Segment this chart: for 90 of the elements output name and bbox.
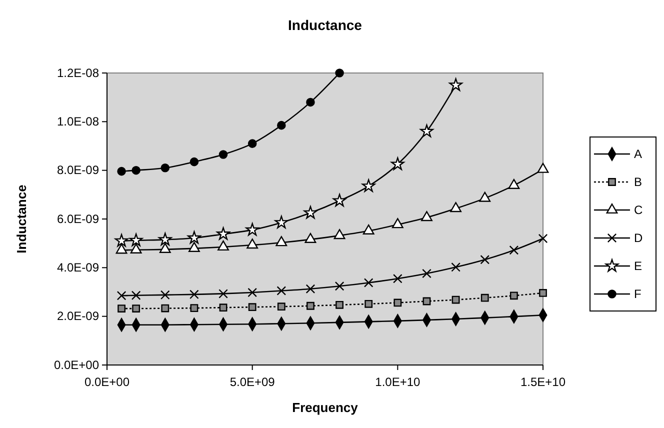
point bbox=[216, 227, 230, 240]
point bbox=[394, 298, 402, 307]
point bbox=[334, 229, 346, 240]
point bbox=[277, 120, 286, 130]
point bbox=[450, 202, 462, 212]
point bbox=[118, 304, 126, 312]
point bbox=[276, 286, 286, 296]
point bbox=[218, 150, 228, 159]
point bbox=[188, 231, 201, 244]
point bbox=[422, 297, 431, 306]
point bbox=[248, 139, 257, 148]
y-tick-label: 2.0E-09 bbox=[56, 309, 100, 324]
point bbox=[306, 284, 316, 294]
x-tick-label: 5.0E+09 bbox=[230, 375, 276, 390]
y-tick-label: 6.0E-09 bbox=[56, 212, 100, 226]
point bbox=[246, 223, 259, 236]
point bbox=[362, 179, 376, 192]
point bbox=[248, 288, 258, 298]
point bbox=[116, 290, 126, 300]
point bbox=[277, 302, 286, 311]
point bbox=[335, 68, 344, 78]
point bbox=[451, 262, 460, 272]
point bbox=[449, 78, 462, 91]
point bbox=[130, 243, 142, 254]
legend-label: B bbox=[634, 175, 642, 189]
x-tick-label: 0.0E+00 bbox=[84, 375, 130, 390]
point bbox=[336, 300, 344, 309]
point bbox=[422, 268, 432, 278]
legend-label: F bbox=[634, 287, 642, 301]
point bbox=[248, 303, 256, 312]
point bbox=[246, 238, 258, 249]
point bbox=[364, 300, 373, 308]
legend-label: A bbox=[634, 147, 642, 161]
point bbox=[131, 290, 141, 300]
y-tick-label: 8.0E-09 bbox=[56, 163, 100, 178]
point bbox=[538, 234, 548, 244]
point bbox=[114, 234, 128, 247]
point bbox=[304, 232, 316, 243]
y-tick-label: 0.0E+00 bbox=[54, 358, 100, 372]
point bbox=[276, 236, 288, 246]
point bbox=[364, 278, 374, 288]
y-tick-label: 4.0E-09 bbox=[56, 260, 100, 275]
point bbox=[159, 242, 171, 253]
point bbox=[132, 166, 140, 175]
point bbox=[332, 194, 346, 206]
point bbox=[391, 157, 404, 170]
y-axis-title: Inductance bbox=[14, 184, 29, 254]
point bbox=[452, 296, 460, 304]
point bbox=[117, 166, 126, 176]
legend-label: C bbox=[634, 203, 643, 217]
x-tick-label: 1.5E+10 bbox=[520, 375, 566, 390]
point bbox=[334, 281, 344, 291]
point bbox=[392, 218, 404, 228]
point bbox=[537, 162, 549, 173]
point bbox=[509, 245, 519, 255]
point bbox=[158, 232, 172, 246]
point bbox=[188, 242, 200, 252]
point bbox=[190, 290, 199, 300]
point bbox=[508, 178, 520, 189]
point bbox=[306, 98, 315, 107]
point bbox=[190, 304, 198, 312]
legend-label: D bbox=[634, 231, 643, 245]
point bbox=[421, 211, 432, 222]
point bbox=[219, 304, 228, 312]
point bbox=[539, 289, 547, 297]
y-tick-label: 1.2E-08 bbox=[56, 66, 100, 80]
point bbox=[392, 274, 402, 284]
point bbox=[190, 157, 199, 166]
point bbox=[160, 290, 170, 300]
point bbox=[129, 233, 143, 246]
point bbox=[274, 216, 288, 228]
point bbox=[480, 294, 489, 302]
point bbox=[480, 254, 490, 264]
y-tick-label: 1.0E-08 bbox=[56, 114, 100, 129]
point bbox=[362, 224, 374, 234]
x-tick-label: 1.0E+10 bbox=[375, 375, 421, 390]
point bbox=[304, 206, 318, 219]
legend-label: E bbox=[634, 259, 642, 273]
point bbox=[218, 289, 228, 298]
point bbox=[510, 292, 518, 300]
point bbox=[306, 302, 314, 310]
point bbox=[161, 304, 170, 312]
point bbox=[116, 244, 128, 254]
point bbox=[420, 124, 434, 138]
point bbox=[160, 164, 170, 172]
x-axis-title: Frequency bbox=[292, 400, 359, 415]
chart-title: Inductance bbox=[288, 17, 362, 33]
point bbox=[218, 240, 229, 251]
point bbox=[132, 304, 140, 312]
point bbox=[479, 192, 491, 202]
